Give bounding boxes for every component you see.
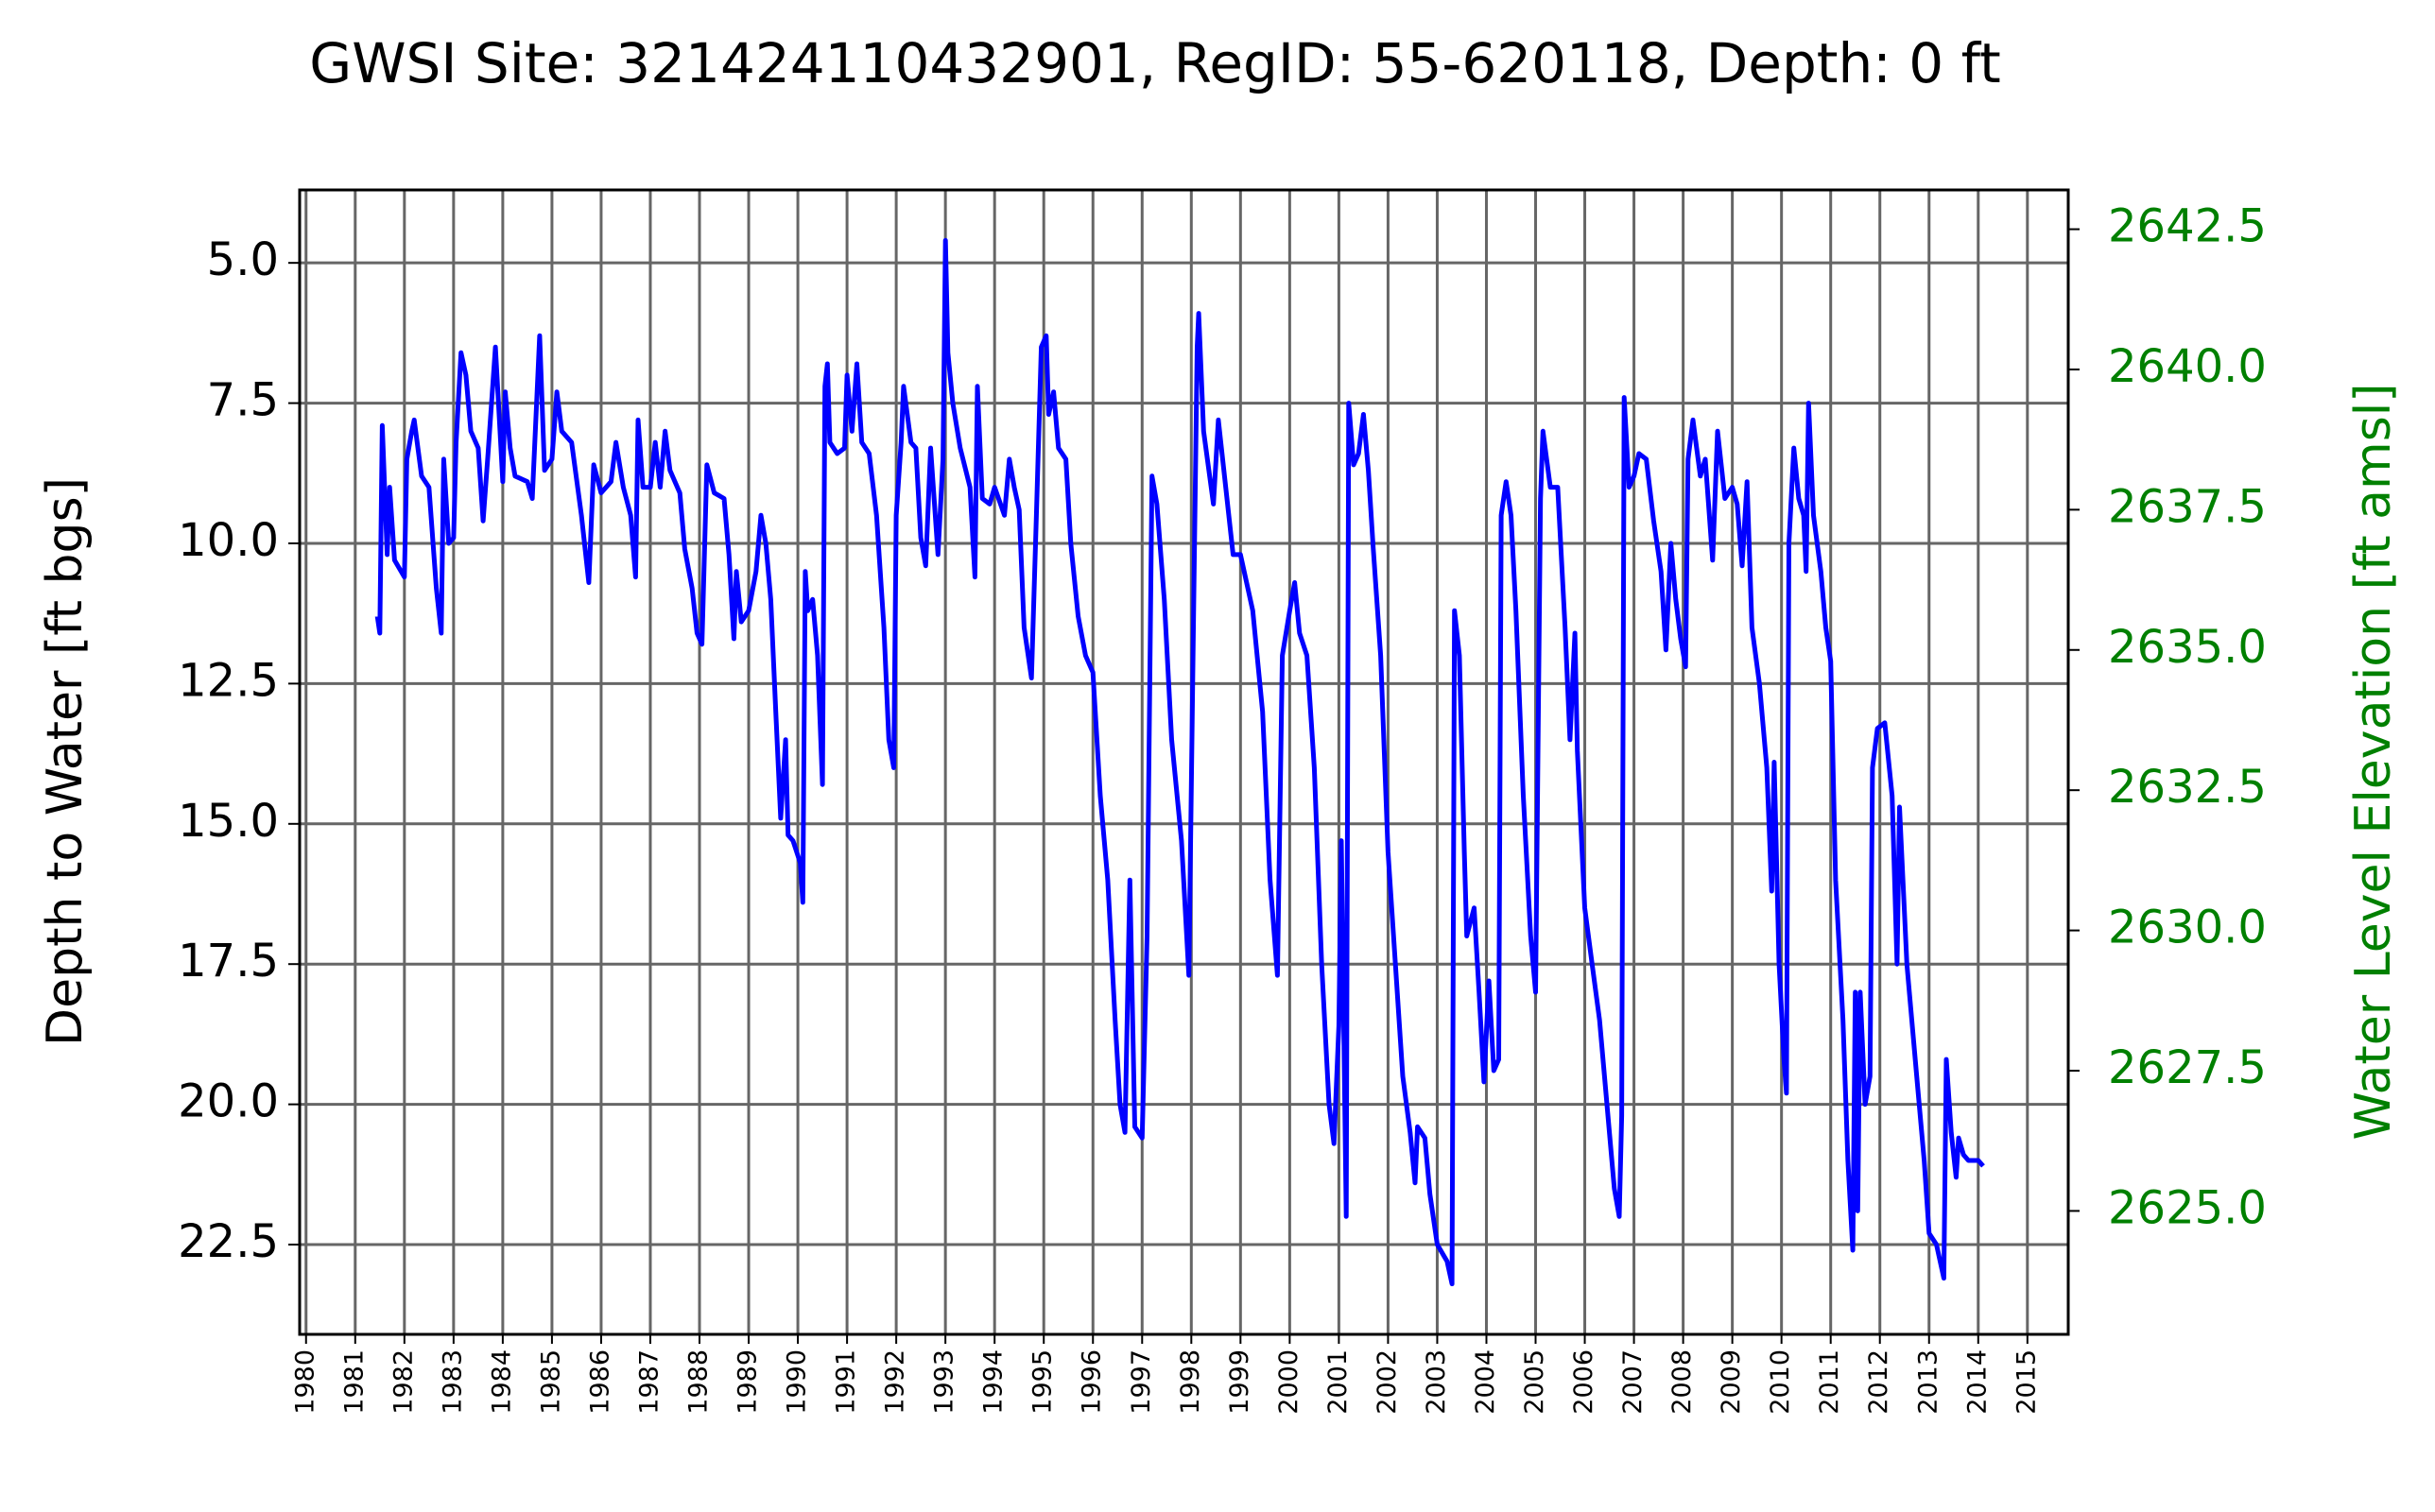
x-tick-label: 1987 bbox=[634, 1349, 664, 1415]
x-tick-label: 2004 bbox=[1471, 1349, 1500, 1415]
data-line bbox=[374, 237, 1985, 1287]
x-tick-label: 1980 bbox=[290, 1349, 319, 1415]
y2-tick-label: 2640.0 bbox=[2108, 340, 2267, 393]
x-tick-label: 1983 bbox=[438, 1349, 467, 1415]
x-tick-label: 1998 bbox=[1176, 1349, 1205, 1415]
y2-tick-label: 2637.5 bbox=[2108, 480, 2267, 533]
x-tick-label: 1986 bbox=[585, 1349, 614, 1415]
y2-tick-label: 2642.5 bbox=[2108, 200, 2267, 253]
x-tick-label: 2007 bbox=[1618, 1349, 1648, 1415]
x-tick-label: 2002 bbox=[1373, 1349, 1402, 1415]
y-axis-label: Depth to Water [ft bgs] bbox=[37, 477, 94, 1046]
x-tick-label: 1982 bbox=[389, 1349, 418, 1415]
x-tick-label: 2001 bbox=[1323, 1349, 1353, 1415]
x-tick-label: 1993 bbox=[930, 1349, 959, 1415]
x-tick-label: 2012 bbox=[1864, 1349, 1893, 1415]
x-tick-label: 1989 bbox=[734, 1349, 763, 1415]
x-tick-label: 2011 bbox=[1815, 1349, 1844, 1415]
x-tick-label: 2000 bbox=[1274, 1349, 1304, 1415]
x-tick-label: 1981 bbox=[339, 1349, 369, 1415]
x-tick-label: 1990 bbox=[783, 1349, 812, 1415]
x-tick-label: 1999 bbox=[1225, 1349, 1254, 1415]
y2-tick-label: 2630.0 bbox=[2108, 902, 2267, 954]
y-tick-label: 7.5 bbox=[207, 374, 279, 427]
x-tick-label: 2015 bbox=[2012, 1349, 2041, 1415]
y-tick-label: 12.5 bbox=[178, 654, 279, 707]
x-tick-label: 1994 bbox=[979, 1349, 1009, 1415]
x-tick-label: 2010 bbox=[1766, 1349, 1795, 1415]
y2-tick-label: 2625.0 bbox=[2108, 1181, 2267, 1234]
y-tick-label: 17.5 bbox=[178, 935, 279, 988]
plot-frame bbox=[298, 188, 2070, 1336]
y-tick-label: 20.0 bbox=[178, 1075, 279, 1128]
chart-title: GWSI Site: 321424110432901, RegID: 55-62… bbox=[309, 31, 2000, 95]
y2-tick-label: 2627.5 bbox=[2108, 1041, 2267, 1094]
y2-tick-label: 2635.0 bbox=[2108, 621, 2267, 674]
x-tick-label: 1988 bbox=[684, 1349, 714, 1415]
y2-tick-label: 2632.5 bbox=[2108, 761, 2267, 814]
x-tick-label: 2013 bbox=[1913, 1349, 1943, 1415]
y-tick-label: 5.0 bbox=[207, 233, 279, 286]
y-tick-label: 10.0 bbox=[178, 514, 279, 567]
y2-axis-label: Water Level Elevation [ft amsl] bbox=[2345, 383, 2402, 1140]
x-tick-label: 1991 bbox=[832, 1349, 861, 1415]
x-tick-label: 1997 bbox=[1127, 1349, 1156, 1415]
x-tick-label: 1985 bbox=[536, 1349, 565, 1415]
y-tick-label: 22.5 bbox=[178, 1215, 279, 1268]
y-tick-label: 15.0 bbox=[178, 795, 279, 848]
x-tick-label: 1984 bbox=[487, 1349, 516, 1415]
x-tick-label: 1992 bbox=[881, 1349, 910, 1415]
x-tick-label: 2006 bbox=[1569, 1349, 1598, 1415]
x-tick-label: 2005 bbox=[1520, 1349, 1549, 1415]
x-tick-label: 1995 bbox=[1028, 1349, 1058, 1415]
x-tick-label: 1996 bbox=[1078, 1349, 1107, 1415]
x-tick-label: 2003 bbox=[1422, 1349, 1451, 1415]
x-tick-label: 2008 bbox=[1667, 1349, 1697, 1415]
x-tick-label: 2009 bbox=[1717, 1349, 1746, 1415]
x-tick-label: 2014 bbox=[1962, 1349, 1992, 1415]
